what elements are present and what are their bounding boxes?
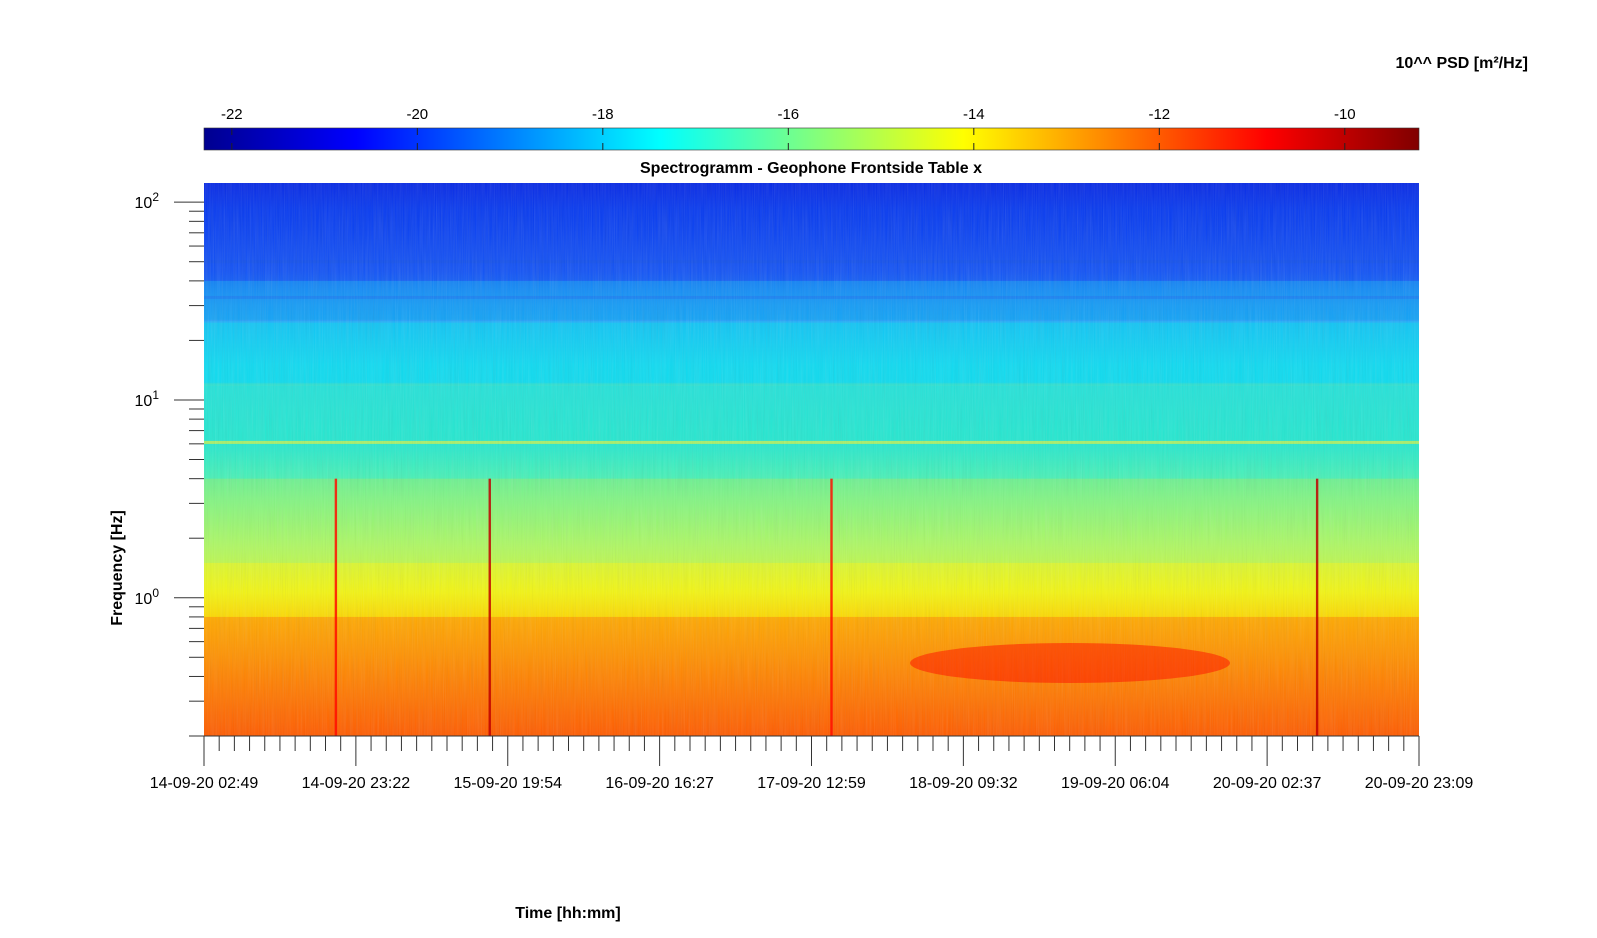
colorbar-tick-label: -22 [221,106,243,123]
spectrogram-texture [204,183,1419,736]
x-tick-label: 14-09-20 02:49 [150,775,259,792]
y-axis-label: Frequency [Hz] [109,510,126,626]
y-tick-label: 102 [135,190,160,212]
colorbar-tick-label: -20 [406,106,428,123]
x-axis: 14-09-20 02:49 14-09-20 23:22 15-09-20 19:… [150,735,1474,792]
colorbar-tick-label: -14 [963,106,985,123]
colorbar-tick-label: -18 [592,106,614,123]
colorbar-ticks: -22 -20 -18 -16 -14 -12 -10 [221,106,1356,150]
x-tick-label: 16-09-20 16:27 [605,775,714,792]
chart-title: Spectrogramm - Geophone Frontside Table … [640,160,982,177]
x-tick-label: 17-09-20 12:59 [757,775,866,792]
transient-event [1315,478,1319,736]
transient-event [830,478,833,736]
x-tick-label: 20-09-20 23:09 [1365,775,1474,792]
colorbar: -22 -20 -18 -16 -14 -12 -10 10^^ PSD [m²/Hz] [203,55,1528,151]
x-tick-label: 14-09-20 23:22 [302,775,411,792]
transient-event [334,478,338,736]
x-tick-label: 15-09-20 19:54 [453,775,562,792]
y-tick-label: 100 [135,586,160,608]
colorbar-tick-label: -12 [1148,106,1170,123]
x-tick-label: 19-09-20 06:04 [1061,775,1170,792]
spectrogram-plot-area [204,183,1419,736]
x-tick-label: 20-09-20 02:37 [1213,775,1322,792]
y-tick-label: 101 [135,388,160,410]
x-axis-label: Time [hh:mm] [515,905,620,922]
colorbar-tick-label: -16 [777,106,799,123]
y-axis: 102 101 100 [135,190,204,737]
colorbar-label: 10^^ PSD [m²/Hz] [1396,55,1528,72]
colorbar-tick-label: -10 [1334,106,1356,123]
colorbar-gradient [203,127,1420,151]
transient-events [334,478,1319,736]
transient-event [488,478,491,736]
low-frequency-energy [910,643,1230,683]
x-tick-label: 18-09-20 09:32 [909,775,1018,792]
